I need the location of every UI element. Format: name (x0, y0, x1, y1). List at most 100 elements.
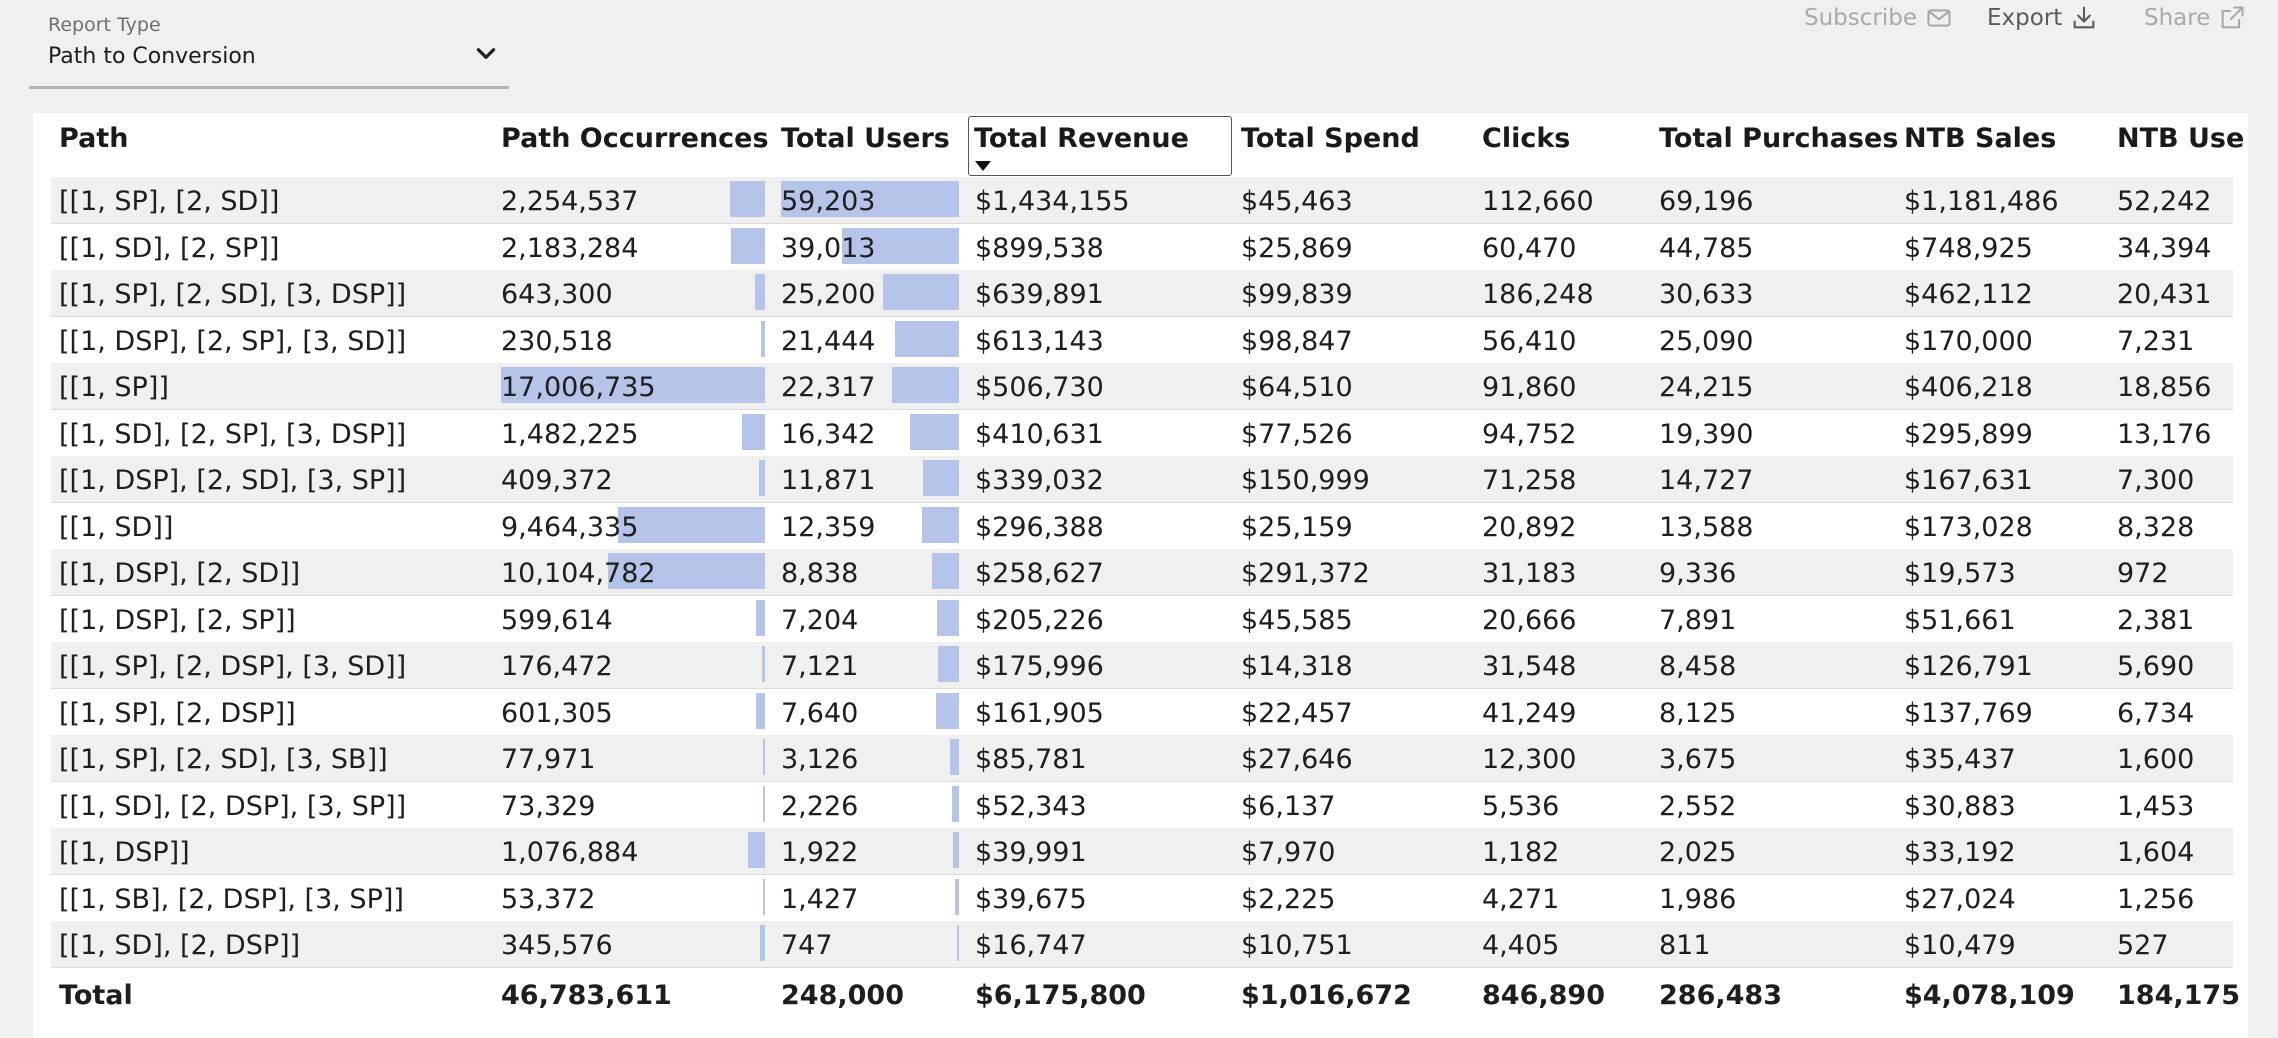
table-row[interactable]: [[1, DSP], [2, SP]] 599,614 7,204 $205,226 $… (51, 595, 2233, 643)
cell-path-occurrences-text: 1,482,225 (501, 418, 639, 450)
cell-ntb-sales-text: $1,181,486 (1904, 186, 2059, 217)
cell-path-occurrences: 176,472 (501, 642, 613, 688)
cell-path-occurrences-text: 2,254,537 (501, 186, 639, 217)
cell-ntb-sales-text: $30,883 (1904, 790, 2016, 822)
table-row[interactable]: [[1, SP], [2, SD], [3, SB]] 77,971 3,126 $8… (51, 735, 2233, 782)
column-header-path-occurrences[interactable]: Path Occurrences (501, 123, 769, 154)
table-row[interactable]: [[1, DSP]] 1,076,884 1,922 $39,991 $7,970 1,1… (51, 828, 2233, 875)
report-panel: Path Path Occurrences Total Users Total … (33, 113, 2248, 1038)
cell-total-users: 1,427 (781, 875, 858, 921)
path-to-conversion-table: Path Path Occurrences Total Users Total … (51, 113, 2248, 1038)
path-occurrences-bar (755, 599, 765, 636)
cell-total-spend-text: $45,585 (1241, 604, 1353, 636)
column-header-path[interactable]: Path (59, 123, 129, 154)
cell-ntb-sales: $33,192 (1904, 828, 2016, 874)
cell-total-purchases-text: 811 (1659, 930, 1711, 961)
cell-ntb-sales-text: $10,479 (1904, 930, 2016, 961)
cell-ntb-users: 34,394 (2117, 224, 2211, 270)
cell-clicks-text: 12,300 (1482, 744, 1577, 775)
cell-ntb-sales: $1,181,486 (1904, 177, 2059, 223)
path-occurrences-bar (761, 320, 765, 357)
column-header-total-spend[interactable]: Total Spend (1241, 123, 1420, 154)
column-header-ntb-users[interactable]: NTB Use (2117, 123, 2245, 154)
table-row[interactable]: [[1, SP], [2, SD]] 2,254,537 59,203 $1,434,… (51, 177, 2233, 224)
cell-ntb-users-text: 1,453 (2117, 790, 2195, 822)
cell-total-revenue: $410,631 (975, 410, 1104, 456)
column-header-clicks[interactable]: Clicks (1482, 123, 1571, 154)
column-header-total-revenue[interactable]: Total Revenue (968, 116, 1232, 176)
table-row[interactable]: [[1, SP]] 17,006,735 22,317 $506,730 $64,510… (51, 363, 2233, 410)
cell-ntb-sales-text: $35,437 (1904, 744, 2016, 775)
subscribe-button[interactable]: Subscribe (1804, 0, 1953, 36)
export-button[interactable]: Export (1987, 0, 2098, 36)
cell-total-users-text: 12,359 (781, 511, 876, 543)
cell-clicks: 12,300 (1482, 735, 1576, 781)
table-row[interactable]: [[1, SD], [2, DSP], [3, SP]] 73,329 2,226 $… (51, 781, 2233, 829)
column-header-total-users[interactable]: Total Users (781, 123, 950, 154)
table-row[interactable]: [[1, SP], [2, DSP]] 601,305 7,640 $161,905 $… (51, 688, 2233, 736)
cell-total-purchases: 69,196 (1659, 177, 1753, 223)
table-row[interactable]: [[1, SP], [2, DSP], [3, SD]] 176,472 7,121… (51, 642, 2233, 689)
cell-path-occurrences: 409,372 (501, 456, 613, 502)
cell-path-text: [[1, DSP], [2, SD], [3, SP]] (59, 465, 407, 496)
cell-total-spend: $45,463 (1241, 177, 1353, 223)
cell-path-occurrences: 17,006,735 (501, 363, 656, 409)
table-row[interactable]: [[1, SD], [2, SP], [3, DSP]] 1,482,225 16,… (51, 409, 2233, 457)
cell-path: [[1, SD], [2, SP]] (59, 224, 279, 270)
cell-total-users: 747 (781, 921, 833, 967)
table-row[interactable]: [[1, DSP], [2, SD]] 10,104,782 8,838 $258,6… (51, 549, 2233, 596)
cell-ntb-sales-text: $126,791 (1904, 651, 2033, 682)
cell-total-spend-text: $77,526 (1241, 418, 1353, 450)
cell-total-users-text: 16,342 (781, 418, 876, 450)
table-row[interactable]: [[1, SP], [2, SD], [3, DSP]] 643,300 25,20… (51, 270, 2233, 317)
cell-clicks-text: 71,258 (1482, 465, 1577, 496)
table-row[interactable]: [[1, SD], [2, DSP]] 345,576 747 $16,747 $10,… (51, 921, 2233, 968)
cell-path-occurrences-text: 601,305 (501, 697, 613, 729)
share-button[interactable]: Share (2144, 0, 2246, 36)
cell-total-users-text: 1,427 (781, 883, 859, 915)
cell-path-occurrences-text: 599,614 (501, 604, 613, 636)
column-header-ntb-sales[interactable]: NTB Sales (1904, 123, 2057, 154)
cell-ntb-sales-text: $33,192 (1904, 837, 2016, 868)
chevron-down-icon[interactable] (473, 40, 499, 66)
cell-path-text: [[1, SD], [2, SP], [3, DSP]] (59, 418, 407, 450)
envelope-icon (1927, 9, 1951, 27)
cell-ntb-users: 18,856 (2117, 363, 2211, 409)
table-row[interactable]: [[1, SD], [2, SP]] 2,183,284 39,013 $899,53… (51, 223, 2233, 271)
cell-total-purchases: 8,125 (1659, 689, 1736, 735)
cell-ntb-users-text: 1,256 (2117, 883, 2195, 915)
cell-ntb-users-text: 7,300 (2117, 465, 2195, 496)
cell-clicks: 71,258 (1482, 456, 1576, 502)
cell-ntb-sales: $51,661 (1904, 596, 2016, 642)
column-header-total-purchases[interactable]: Total Purchases (1659, 123, 1899, 154)
cell-path: [[1, SD], [2, SP], [3, DSP]] (59, 410, 406, 456)
report-type-select[interactable]: Report Type Path to Conversion (29, 10, 509, 89)
total-users-bar (894, 320, 959, 357)
table-row[interactable]: [[1, DSP], [2, SD], [3, SP]] 409,372 11,87… (51, 456, 2233, 503)
cell-path-occurrences-text: 643,300 (501, 279, 613, 310)
cell-ntb-users: 52,242 (2117, 177, 2211, 223)
total-users-bar (949, 739, 959, 775)
table-row[interactable]: [[1, SD]] 9,464,335 12,359 $296,388 $25,159 2… (51, 502, 2233, 550)
cell-total-revenue: $296,388 (975, 503, 1104, 549)
cell-clicks: 1,182 (1482, 828, 1559, 874)
cell-total-users-text: 39,013 (781, 232, 876, 264)
cell-total-purchases-text: 69,196 (1659, 186, 1754, 217)
cell-path-occurrences: 53,372 (501, 875, 595, 921)
table-row[interactable]: [[1, SB], [2, DSP], [3, SP]] 53,372 1,427 $… (51, 874, 2233, 922)
cell-path-occurrences-text: 1,076,884 (501, 837, 639, 868)
totals-label: Total (59, 980, 133, 1011)
cell-path-occurrences-text: 77,971 (501, 744, 596, 775)
cell-total-revenue-text: $52,343 (975, 790, 1087, 822)
cell-total-users: 59,203 (781, 177, 875, 223)
table-row[interactable]: [[1, DSP], [2, SP], [3, SD]] 230,518 21,44… (51, 316, 2233, 364)
cell-total-spend: $45,585 (1241, 596, 1353, 642)
cell-path-occurrences: 599,614 (501, 596, 613, 642)
cell-total-revenue-text: $205,226 (975, 604, 1104, 636)
path-occurrences-bar (608, 553, 765, 589)
cell-total-users-text: 22,317 (781, 372, 876, 403)
cell-clicks: 60,470 (1482, 224, 1576, 270)
cell-ntb-sales: $35,437 (1904, 735, 2016, 781)
cell-total-revenue-text: $161,905 (975, 697, 1104, 729)
cell-path-text: [[1, DSP], [2, SP], [3, SD]] (59, 325, 407, 357)
